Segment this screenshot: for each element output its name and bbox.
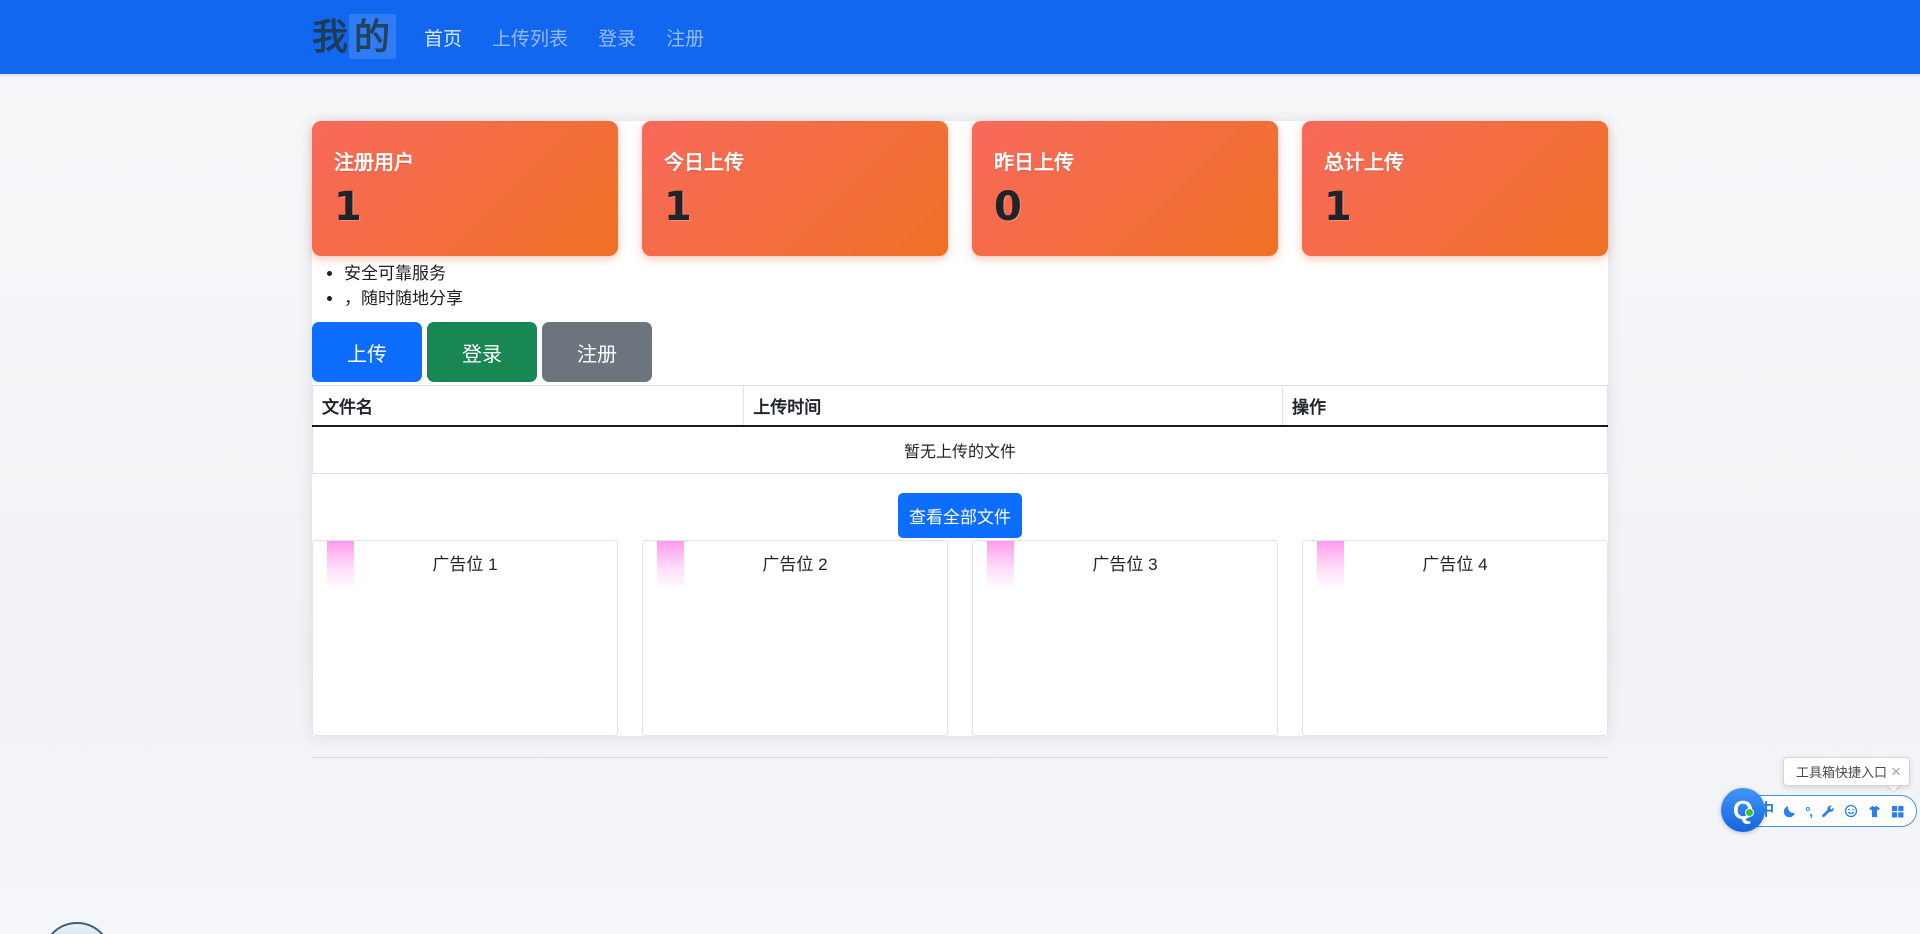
wrench-icon[interactable] <box>1820 804 1835 819</box>
stat-card-yesterday-uploads: 昨日上传 0 <box>972 121 1278 256</box>
ad-flare-decoration <box>657 541 684 590</box>
nav-item-register[interactable]: 注册 <box>666 28 705 50</box>
stat-card-registered-users: 注册用户 1 <box>312 121 618 256</box>
ad-flare-decoration <box>1317 541 1344 590</box>
feature-item: 安全可靠服务 <box>344 261 1608 286</box>
nav-links: 首页 上传列表 登录 注册 <box>424 24 704 51</box>
ime-toolbar: 中 °, <box>1740 795 1917 827</box>
main-panel: 注册用户 1 今日上传 1 昨日上传 0 总计上传 1 安全可靠服务 ，随时随地… <box>311 121 1609 736</box>
close-icon[interactable]: × <box>1891 762 1901 781</box>
stat-card-today-uploads: 今日上传 1 <box>642 121 948 256</box>
ad-slot-2[interactable]: 广告位 2 <box>642 540 948 736</box>
logo-char-2: 的 <box>349 14 397 59</box>
ads-row: 广告位 1 广告位 2 广告位 3 广告位 4 <box>312 540 1608 736</box>
ad-slot-3[interactable]: 广告位 3 <box>972 540 1278 736</box>
stat-label: 昨日上传 <box>994 152 1074 174</box>
stat-value: 1 <box>1324 184 1352 230</box>
column-header-upload-time: 上传时间 <box>743 385 1283 427</box>
ime-status-dot <box>1745 808 1754 817</box>
ime-logo-letter: Q <box>1732 794 1754 825</box>
action-buttons: 上传 登录 注册 <box>312 322 1608 382</box>
nav-item-login[interactable]: 登录 <box>598 28 637 50</box>
stat-label: 今日上传 <box>664 152 744 174</box>
ad-label: 广告位 3 <box>1092 555 1158 574</box>
shirt-skin-icon[interactable] <box>1867 804 1882 819</box>
upload-button[interactable]: 上传 <box>312 322 422 382</box>
moon-icon[interactable] <box>1782 804 1797 819</box>
punctuation-icon[interactable]: °, <box>1805 803 1813 819</box>
logo-char-1: 我 <box>312 16 350 57</box>
view-all-files-button[interactable]: 查看全部文件 <box>898 493 1022 538</box>
stat-card-total-uploads: 总计上传 1 <box>1302 121 1608 256</box>
table-header-row: 文件名 上传时间 操作 <box>311 385 1609 427</box>
stat-label: 注册用户 <box>334 152 414 174</box>
toolbox-widget: 工具箱快捷入口 × Q 中 °, <box>1721 755 1920 834</box>
site-logo[interactable]: 我的 <box>312 14 397 59</box>
navbar: 我的 首页 上传列表 登录 注册 <box>0 0 1920 74</box>
login-button[interactable]: 登录 <box>427 322 537 382</box>
ad-flare-decoration <box>987 541 1014 590</box>
ad-flare-decoration <box>327 541 354 590</box>
ad-label: 广告位 2 <box>762 555 828 574</box>
apps-grid-icon[interactable] <box>1890 804 1905 819</box>
column-header-filename: 文件名 <box>311 385 745 427</box>
column-header-action: 操作 <box>1281 385 1609 427</box>
register-button[interactable]: 注册 <box>542 322 652 382</box>
stat-value: 0 <box>994 184 1022 230</box>
nav-item-home[interactable]: 首页 <box>424 28 463 50</box>
floating-assistant-bubble[interactable] <box>42 922 112 934</box>
stats-row: 注册用户 1 今日上传 1 昨日上传 0 总计上传 1 <box>312 121 1608 256</box>
ad-label: 广告位 4 <box>1422 555 1488 574</box>
stat-value: 1 <box>334 184 362 230</box>
stat-label: 总计上传 <box>1324 152 1404 174</box>
ime-logo-button[interactable]: Q <box>1721 788 1765 832</box>
empty-state-text: 暂无上传的文件 <box>312 426 1608 474</box>
ad-label: 广告位 1 <box>432 555 498 574</box>
ad-slot-4[interactable]: 广告位 4 <box>1302 540 1608 736</box>
feature-item: ，随时随地分享 <box>344 286 1608 311</box>
smiley-icon[interactable] <box>1843 803 1859 819</box>
nav-item-upload-list[interactable]: 上传列表 <box>492 28 569 50</box>
empty-state-row: 暂无上传的文件 <box>312 426 1608 474</box>
stat-value: 1 <box>664 184 692 230</box>
ad-slot-1[interactable]: 广告位 1 <box>312 540 618 736</box>
toolbox-tooltip: 工具箱快捷入口 × <box>1783 757 1910 786</box>
view-all-row: 查看全部文件 <box>312 474 1608 539</box>
feature-list: 安全可靠服务 ，随时随地分享 <box>312 261 1608 311</box>
files-table: 文件名 上传时间 操作 暂无上传的文件 <box>311 385 1609 474</box>
toolbox-tooltip-text: 工具箱快捷入口 <box>1796 765 1888 780</box>
footer-divider <box>312 757 1608 758</box>
